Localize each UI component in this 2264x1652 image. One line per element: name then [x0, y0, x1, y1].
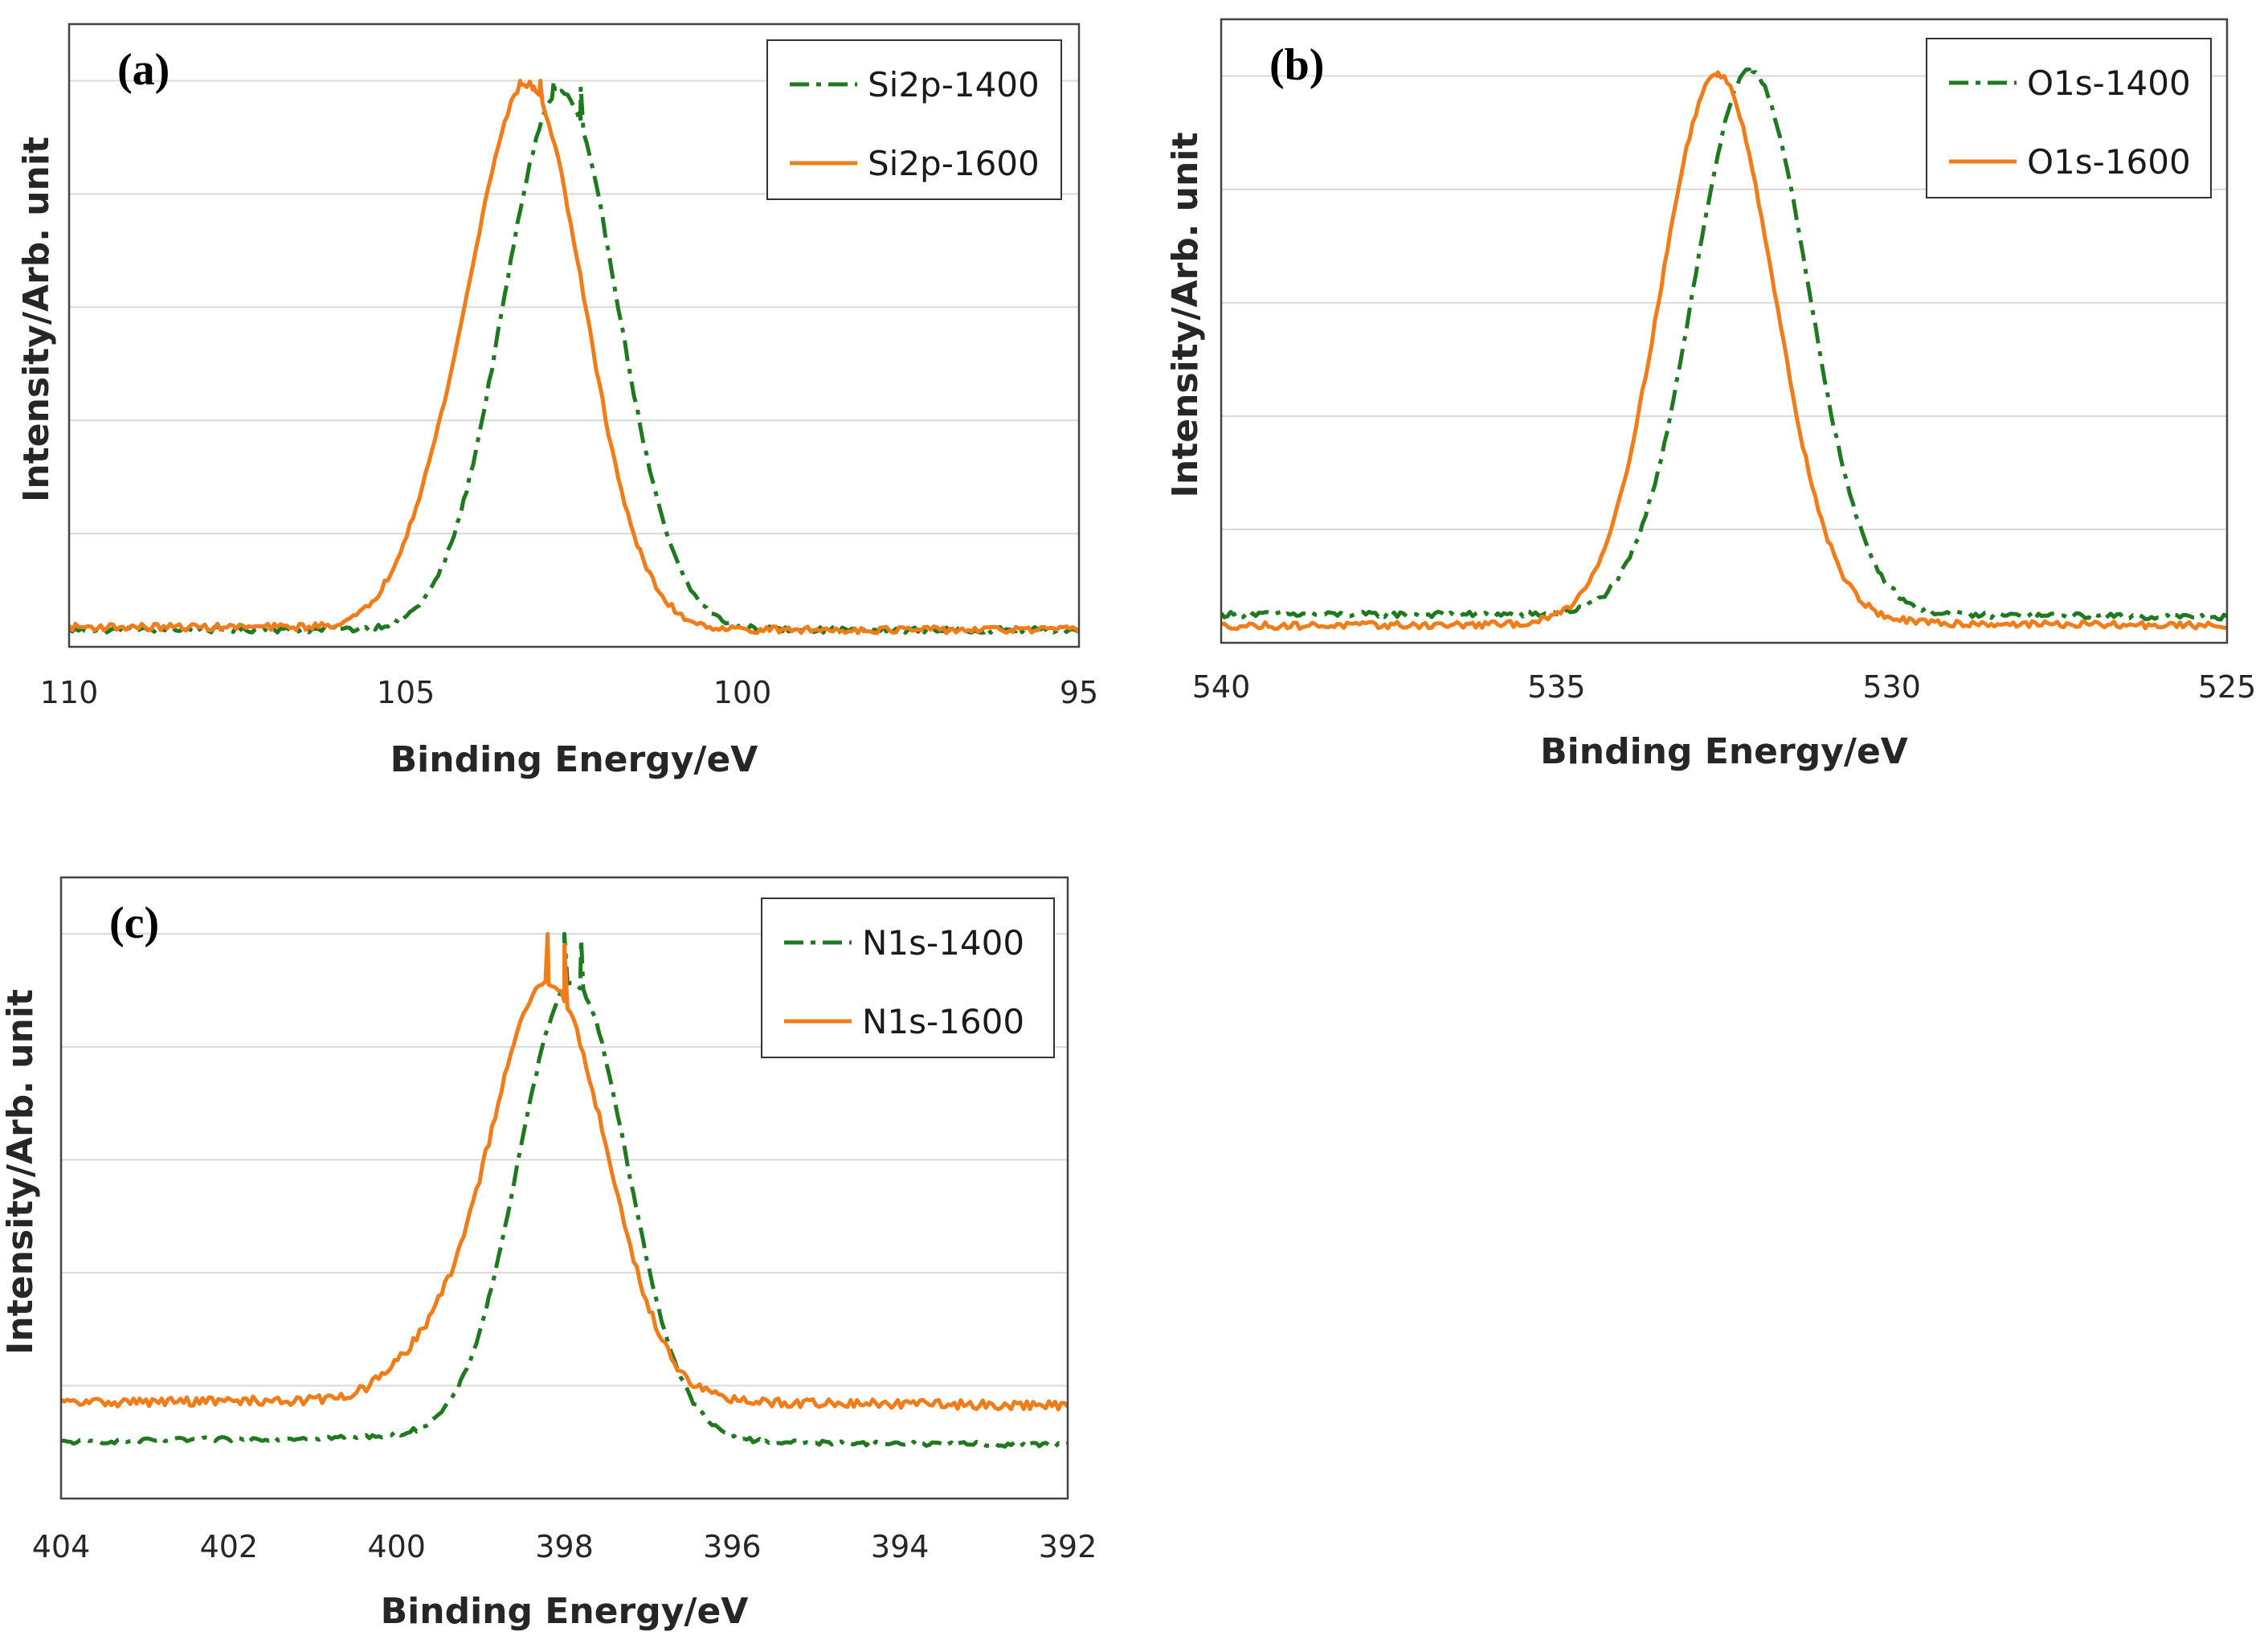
y-axis-title: Intensity/Arb. unit [1165, 133, 1206, 498]
legend-box [766, 39, 1062, 200]
x-tick-label: 404 [32, 1529, 91, 1564]
legend-label: N1s-1600 [862, 1002, 1024, 1041]
panel-label: (a) [117, 45, 170, 95]
legend: O1s-1400 O1s-1600 [1926, 38, 2212, 198]
x-tick-label: 110 [40, 675, 99, 710]
series-line-o1s-1400 [1221, 67, 2227, 622]
legend-label: O1s-1400 [2027, 63, 2191, 103]
y-axis-title: Intensity/Arb. unit [16, 137, 57, 502]
legend-label: Si2p-1600 [868, 144, 1040, 183]
x-axis-title: Binding Energy/eV [1540, 731, 1908, 772]
series-line-o1s-1600 [1221, 70, 2227, 632]
x-tick-label: 392 [1039, 1529, 1097, 1564]
x-tick-label: 540 [1192, 669, 1251, 705]
x-tick-label: 398 [535, 1529, 594, 1564]
legend: N1s-1400 N1s-1600 [761, 898, 1055, 1058]
chart-panel-c: 404 402 400 398 396 394 392 Binding Energy/eV In… [0, 876, 1097, 1632]
x-tick-label: 95 [1060, 675, 1098, 710]
plot-frame [67, 22, 1081, 648]
legend: Si2p-1400 Si2p-1600 [766, 39, 1062, 200]
x-tick-label: 400 [367, 1529, 426, 1564]
legend-label: N1s-1400 [862, 923, 1024, 963]
x-axis-title: Binding Energy/eV [381, 1591, 749, 1632]
y-axis-title: Intensity/Arb. unit [0, 989, 41, 1355]
legend-box [761, 898, 1055, 1058]
plot-frame [59, 876, 1069, 1500]
x-tick-label: 525 [2198, 669, 2257, 705]
panel-label: (b) [1269, 40, 1324, 90]
x-tick-label: 530 [1862, 669, 1921, 705]
x-tick-label: 105 [377, 675, 435, 710]
x-tick-label: 402 [200, 1529, 259, 1564]
x-tick-label: 396 [703, 1529, 762, 1564]
x-tick-label: 394 [871, 1529, 930, 1564]
chart-panel-a: 110 105 100 95 Binding Energy/eV Intensity/Ar… [16, 22, 1098, 780]
chart-panel-b: 540 535 530 525 Binding Energy/eV Intensity/A… [1165, 18, 2257, 772]
series-line-n1s-1600 [61, 931, 1068, 1412]
legend-label: Si2p-1400 [868, 65, 1040, 104]
panel-label: (c) [109, 898, 159, 948]
series-line-si2p-1600 [69, 79, 1079, 636]
legend-label: O1s-1600 [2027, 142, 2191, 182]
plot-frame [1220, 18, 2229, 644]
series-line-n1s-1400 [61, 931, 1068, 1450]
x-axis-title: Binding Energy/eV [390, 739, 758, 780]
x-tick-label: 535 [1527, 669, 1586, 705]
x-tick-label: 100 [713, 675, 772, 710]
legend-box [1926, 38, 2212, 198]
